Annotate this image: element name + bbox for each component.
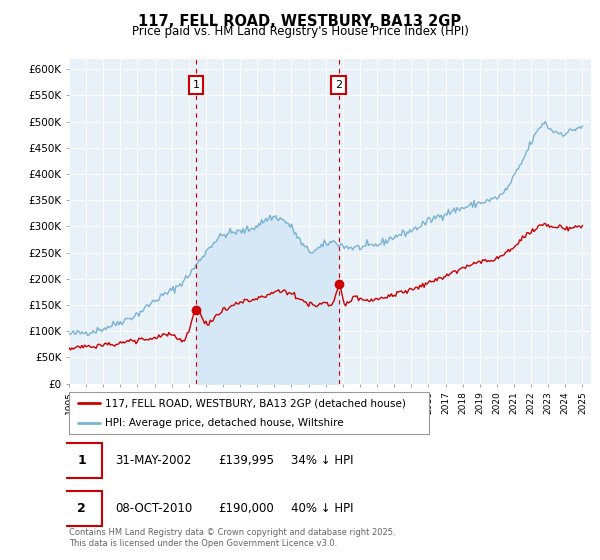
Text: £139,995: £139,995 <box>218 454 274 467</box>
Text: 1: 1 <box>77 454 86 467</box>
FancyBboxPatch shape <box>61 491 102 526</box>
Text: 40% ↓ HPI: 40% ↓ HPI <box>291 502 353 515</box>
Text: Price paid vs. HM Land Registry's House Price Index (HPI): Price paid vs. HM Land Registry's House … <box>131 25 469 38</box>
Text: 2: 2 <box>335 80 343 90</box>
Text: 08-OCT-2010: 08-OCT-2010 <box>115 502 192 515</box>
FancyBboxPatch shape <box>69 392 429 434</box>
Text: 34% ↓ HPI: 34% ↓ HPI <box>291 454 353 467</box>
Text: 1: 1 <box>193 80 199 90</box>
Text: 2: 2 <box>77 502 86 515</box>
Text: Contains HM Land Registry data © Crown copyright and database right 2025.
This d: Contains HM Land Registry data © Crown c… <box>69 528 395 548</box>
FancyBboxPatch shape <box>61 443 102 478</box>
Text: HPI: Average price, detached house, Wiltshire: HPI: Average price, detached house, Wilt… <box>105 418 344 428</box>
Text: 117, FELL ROAD, WESTBURY, BA13 2GP (detached house): 117, FELL ROAD, WESTBURY, BA13 2GP (deta… <box>105 398 406 408</box>
Text: 31-MAY-2002: 31-MAY-2002 <box>115 454 191 467</box>
Text: 117, FELL ROAD, WESTBURY, BA13 2GP: 117, FELL ROAD, WESTBURY, BA13 2GP <box>139 14 461 29</box>
Text: £190,000: £190,000 <box>218 502 274 515</box>
